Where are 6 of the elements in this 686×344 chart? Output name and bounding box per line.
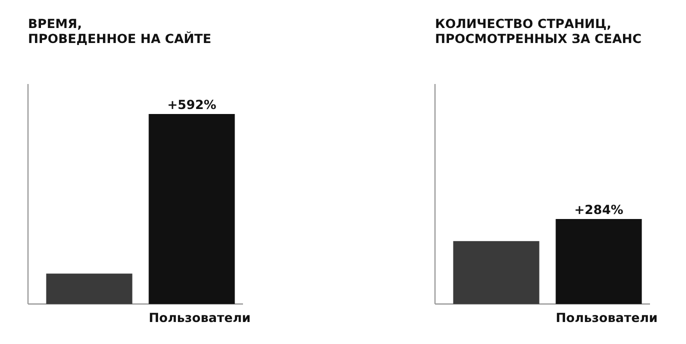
x-tick-label: Пользователи bbox=[148, 310, 251, 325]
chart-title: КОЛИЧЕСТВО СТРАНИЦ, ПРОСМОТРЕННЫХ ЗА СЕАНС bbox=[435, 16, 642, 46]
annotation: +284% bbox=[574, 202, 624, 217]
x-tick-label: Пользователи bbox=[556, 310, 658, 325]
annotation: +592% bbox=[167, 97, 217, 112]
chart-title: ВРЕМЯ, ПРОВЕДЕННОЕ НА САЙТЕ bbox=[28, 16, 212, 46]
